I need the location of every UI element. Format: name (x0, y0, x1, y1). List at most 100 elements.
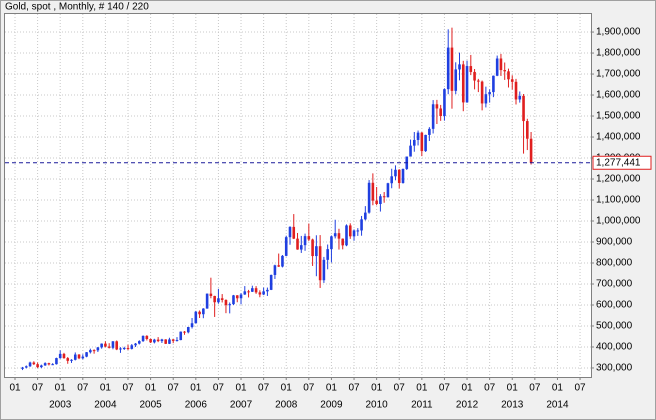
x-year-label: 2010 (366, 400, 389, 411)
x-tick-label: 01 (281, 383, 293, 394)
x-tick-label: 07 (168, 383, 180, 394)
candle-body (428, 128, 431, 135)
x-tick-label: 07 (574, 383, 586, 394)
x-tick-label: 01 (326, 383, 338, 394)
candle-body (397, 169, 401, 184)
y-tick-label: 900,000 (596, 237, 633, 248)
candle-body (529, 138, 533, 163)
x-tick-label: 01 (461, 383, 473, 394)
x-tick-label: 01 (100, 383, 112, 394)
y-tick-label: 300,000 (596, 363, 633, 374)
candle-body (220, 298, 224, 300)
candle-body (420, 132, 424, 152)
candle-body (390, 176, 393, 184)
plot-area (4, 13, 592, 378)
x-year-label: 2008 (275, 400, 298, 411)
candle-body (96, 347, 100, 351)
candle-body (333, 233, 337, 237)
candle-body (450, 47, 454, 91)
x-tick-label: 01 (507, 383, 519, 394)
candle-body (281, 255, 284, 267)
candle-body (514, 81, 518, 100)
candle-body (164, 339, 167, 344)
x-year-label: 2014 (546, 400, 569, 411)
candle-body (330, 236, 333, 250)
candle-body (364, 212, 367, 220)
y-tick-label: 1,900,000 (596, 27, 641, 38)
candle-body (499, 58, 503, 71)
candle-body (518, 95, 522, 100)
candle-body (367, 182, 371, 213)
x-tick-label: 07 (213, 383, 225, 394)
candle-body (239, 294, 243, 299)
candle-body (352, 230, 356, 237)
candle-body (360, 219, 363, 231)
candle-body (149, 338, 152, 343)
candle-body (179, 331, 183, 341)
candle-body (322, 259, 326, 281)
candle-body (273, 265, 277, 275)
candle-body (85, 352, 88, 357)
x-tick-label: 07 (439, 383, 451, 394)
candle-body (495, 58, 499, 76)
candle-body (107, 346, 111, 348)
candle-body (488, 92, 491, 95)
candle-body (416, 132, 420, 140)
candle-body (480, 81, 484, 104)
x-year-label: 2012 (456, 400, 479, 411)
candle-body (126, 348, 130, 350)
candle-body (439, 108, 442, 117)
y-tick-label: 400,000 (596, 342, 633, 353)
candle-body (526, 121, 529, 139)
candle-body (473, 71, 476, 81)
candle-body (122, 348, 126, 350)
candle-body (277, 265, 280, 267)
candle-body (484, 94, 488, 104)
x-year-label: 2006 (185, 400, 208, 411)
candle-body (36, 364, 39, 368)
candle-body (130, 345, 134, 349)
candle-body (209, 293, 213, 296)
y-tick-label: 1,100,000 (596, 195, 641, 206)
x-tick-label: 01 (55, 383, 67, 394)
candle-body (424, 134, 427, 152)
candle-body (341, 238, 345, 246)
candle-body (251, 288, 254, 292)
candle-body (454, 69, 458, 91)
candle-body (160, 339, 164, 342)
x-year-label: 2003 (49, 400, 72, 411)
y-tick-label: 1,800,000 (596, 48, 641, 59)
candle-body (224, 299, 228, 306)
candle-body (465, 66, 469, 103)
candle-body (401, 168, 405, 184)
x-tick-label: 01 (552, 383, 564, 394)
candle-body (356, 230, 360, 232)
candle-body (435, 104, 439, 109)
candle-body (228, 304, 232, 306)
last-price-label: 1,277,441 (596, 157, 641, 168)
x-tick-label: 07 (258, 383, 270, 394)
candle-body (92, 350, 96, 352)
candle-body (186, 327, 190, 333)
candle-body (235, 295, 239, 299)
y-tick-label: 1,000,000 (596, 216, 641, 227)
x-tick-label: 01 (371, 383, 383, 394)
x-year-label: 2011 (411, 400, 433, 411)
candle-body (43, 363, 47, 366)
x-tick-label: 07 (394, 383, 406, 394)
candle-body (145, 335, 149, 339)
candle-body (299, 245, 303, 250)
candle-body (32, 362, 36, 365)
candle-body (413, 139, 416, 146)
candle-body (168, 339, 171, 344)
x-tick-label: 01 (416, 383, 428, 394)
candle-body (58, 353, 62, 359)
y-tick-label: 1,500,000 (596, 111, 641, 122)
candle-body (205, 293, 209, 309)
candle-body (318, 246, 322, 281)
candle-body (258, 292, 262, 295)
candle-body (62, 353, 66, 359)
candle-body (171, 339, 175, 341)
candle-body (194, 311, 198, 324)
